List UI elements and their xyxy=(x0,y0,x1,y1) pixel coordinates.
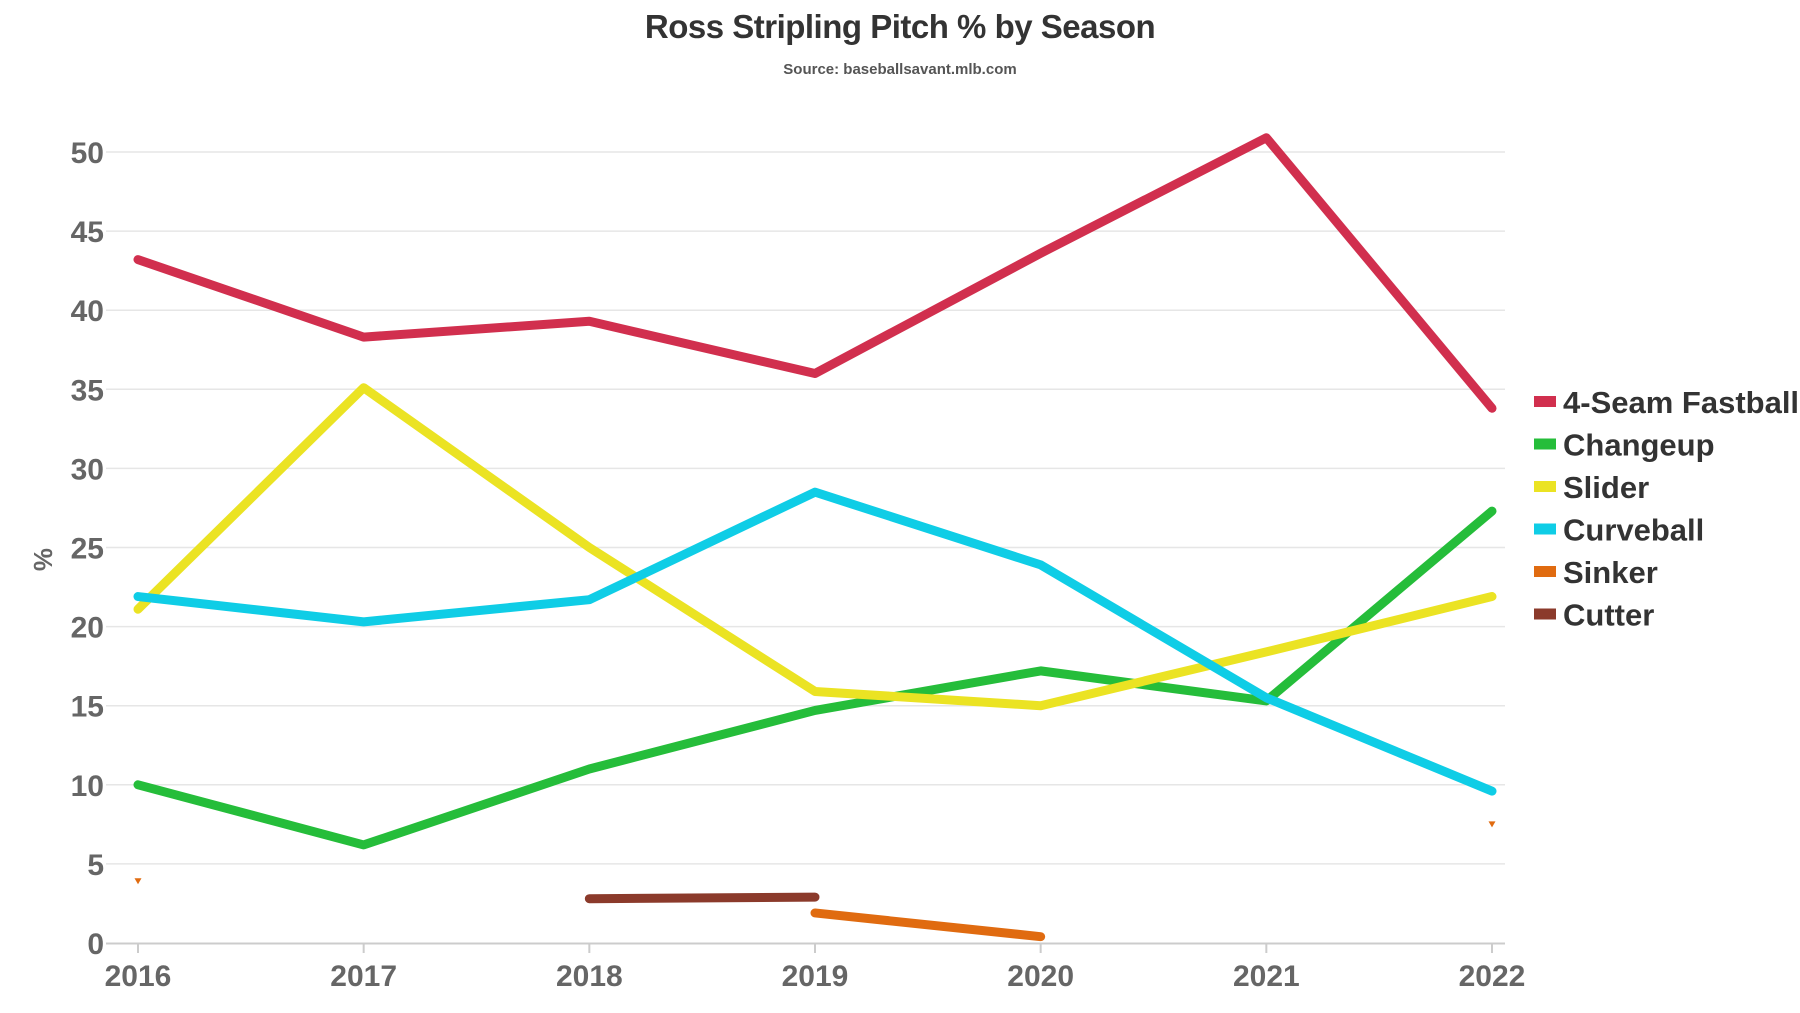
y-tick-label: 0 xyxy=(87,928,104,961)
y-tick-label: 40 xyxy=(71,295,104,328)
y-axis-ticks: 0 5 10 15 20 25 30 35 40 45 50 xyxy=(71,137,104,961)
legend-label: Curveball xyxy=(1563,513,1704,548)
legend-swatch xyxy=(1534,438,1556,450)
x-tick-label: 2022 xyxy=(1459,960,1526,993)
series-slider xyxy=(133,383,1497,711)
series-lines xyxy=(133,133,1497,942)
y-tick-label: 45 xyxy=(71,216,104,249)
series-line xyxy=(584,892,820,904)
chart-title: Ross Stripling Pitch % by Season xyxy=(644,8,1156,45)
gridlines xyxy=(106,151,1505,865)
y-tick-label: 25 xyxy=(71,533,104,566)
legend-swatch xyxy=(1534,566,1556,577)
legend-label: Slider xyxy=(1563,470,1649,505)
series-line xyxy=(133,506,1497,850)
legend: 4-Seam Fastball Changeup Slider Curveball Si… xyxy=(1534,385,1799,633)
series-sinker xyxy=(134,821,1496,942)
legend-swatch xyxy=(1534,523,1556,535)
x-tick-label: 2019 xyxy=(782,960,849,993)
x-tick-label: 2016 xyxy=(105,960,172,993)
x-tick-label: 2020 xyxy=(1007,960,1074,993)
series-changeup xyxy=(133,506,1497,850)
series-line xyxy=(133,133,1497,413)
series-point xyxy=(1488,821,1496,828)
series-line xyxy=(133,383,1497,711)
legend-swatch xyxy=(1534,396,1556,407)
legend-label: Cutter xyxy=(1563,598,1654,633)
series-4-seam-fastball xyxy=(133,133,1497,413)
y-tick-label: 30 xyxy=(71,453,104,486)
series-line xyxy=(810,908,1046,942)
series-point xyxy=(134,878,142,885)
legend-label: Changeup xyxy=(1563,428,1715,463)
series-cutter xyxy=(584,892,820,904)
y-tick-label: 5 xyxy=(87,849,104,882)
legend-label: Sinker xyxy=(1563,555,1658,590)
legend-label: 4-Seam Fastball xyxy=(1563,385,1799,420)
series-line xyxy=(133,487,1497,796)
x-tick-label: 2018 xyxy=(556,960,623,993)
y-axis-label: % xyxy=(28,548,58,571)
y-tick-label: 50 xyxy=(71,137,104,170)
y-tick-label: 35 xyxy=(71,374,104,407)
y-tick-label: 10 xyxy=(71,770,104,803)
series-curveball xyxy=(133,487,1497,796)
x-tick-label: 2017 xyxy=(330,960,397,993)
y-tick-label: 15 xyxy=(71,691,104,724)
legend-swatch xyxy=(1534,608,1556,620)
legend-swatch xyxy=(1534,481,1556,492)
chart-subtitle: Source: baseballsavant.mlb.com xyxy=(783,61,1017,78)
x-axis-ticks: 2016 2017 2018 2019 2020 2021 2022 xyxy=(105,943,1526,993)
x-tick-label: 2021 xyxy=(1233,960,1300,993)
y-tick-label: 20 xyxy=(71,612,104,645)
